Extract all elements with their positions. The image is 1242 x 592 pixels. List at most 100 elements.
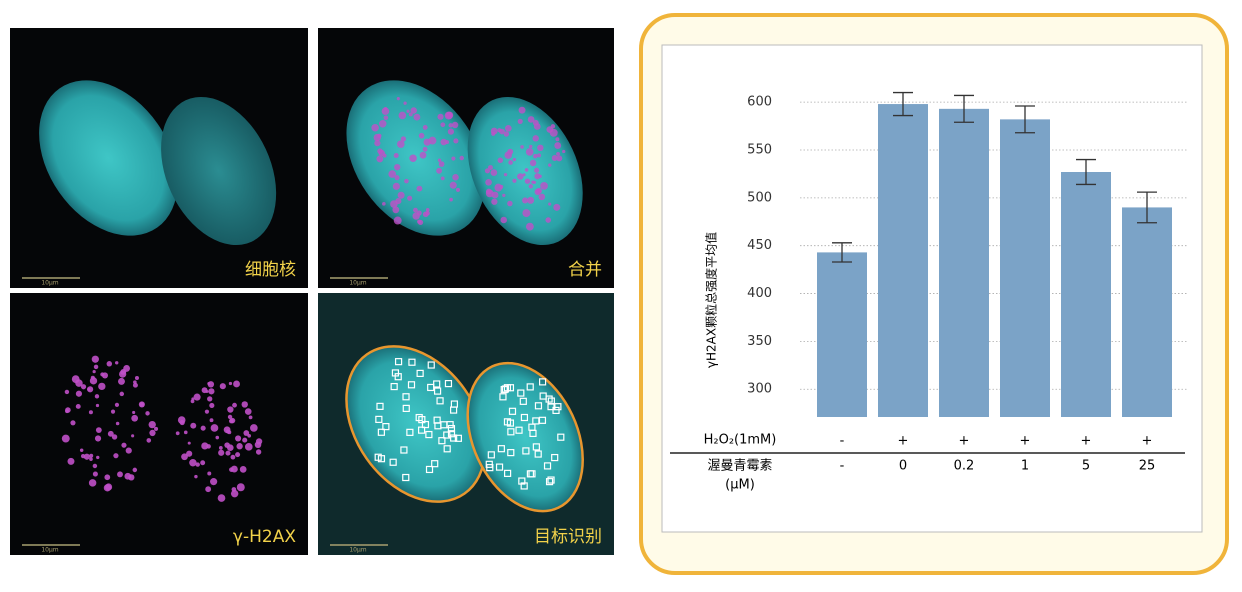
spot: [534, 167, 540, 173]
spot: [250, 424, 258, 432]
spot: [189, 459, 197, 467]
nucleus: [39, 80, 178, 236]
spot: [455, 187, 461, 192]
spot: [83, 453, 90, 460]
spot: [149, 429, 156, 437]
spot: [128, 474, 135, 481]
scale-label: 10μm: [41, 280, 58, 287]
spot: [94, 435, 102, 442]
spot: [536, 153, 542, 158]
panel-label: 细胞核: [245, 260, 296, 280]
spot: [230, 465, 238, 473]
spot: [449, 181, 457, 189]
x-tick-label: 5: [1082, 459, 1090, 474]
spot: [103, 484, 112, 492]
spot: [408, 112, 413, 117]
spot: [409, 154, 417, 163]
spot: [504, 124, 512, 132]
x-tick-label: 0: [899, 459, 907, 474]
spot: [104, 474, 111, 481]
bar: [1122, 207, 1172, 417]
spot: [531, 180, 535, 184]
spot: [397, 191, 405, 199]
spot: [95, 403, 100, 408]
spot: [107, 430, 114, 437]
spot: [416, 210, 422, 216]
spot: [255, 449, 262, 455]
spot: [228, 381, 233, 386]
spot: [459, 155, 464, 161]
spot: [235, 452, 241, 458]
spot: [101, 372, 109, 379]
spot: [533, 123, 541, 130]
spot: [522, 209, 531, 218]
spot: [417, 219, 422, 224]
bar: [817, 252, 867, 417]
spot: [487, 165, 493, 171]
spot: [114, 361, 119, 365]
spot: [239, 466, 247, 473]
spot: [529, 144, 533, 149]
spot: [88, 410, 93, 415]
spot: [95, 427, 102, 434]
spot: [90, 375, 95, 380]
spot: [208, 388, 215, 395]
spot: [497, 157, 504, 164]
spot-box: [450, 400, 458, 408]
spot: [241, 401, 248, 408]
spot: [485, 178, 492, 186]
row-label: H₂O₂(1mM): [704, 433, 777, 448]
spot: [537, 144, 544, 152]
spot: [133, 380, 137, 384]
spot: [79, 448, 84, 452]
error-bar-path: [954, 94, 974, 123]
y-tick-label: 300: [747, 382, 772, 397]
spot: [413, 113, 421, 121]
spot: [71, 375, 80, 383]
spot-box: [417, 426, 426, 434]
spot: [520, 145, 524, 149]
error-bar: [1137, 191, 1157, 224]
spot: [503, 172, 508, 177]
spot-box: [402, 404, 410, 413]
spot: [438, 161, 445, 167]
spot: [382, 202, 386, 206]
h2o2-label: +: [1142, 434, 1153, 449]
spot: [210, 424, 219, 432]
spot: [562, 149, 566, 154]
spot: [556, 151, 561, 156]
spot: [517, 173, 524, 180]
error-bar-path: [1015, 105, 1035, 134]
spot: [534, 173, 541, 180]
spot: [499, 184, 504, 189]
spot: [187, 441, 191, 445]
spot: [394, 175, 400, 181]
spot: [186, 450, 193, 457]
spot: [556, 155, 563, 162]
spot: [416, 185, 423, 192]
spot: [235, 435, 242, 442]
spot-box: [532, 443, 540, 451]
spot-box: [376, 402, 384, 410]
spot: [244, 408, 252, 415]
spot: [194, 474, 198, 479]
spot: [545, 217, 552, 223]
spot: [92, 463, 98, 469]
spot: [502, 193, 506, 197]
spot: [195, 462, 200, 467]
spot: [227, 406, 234, 413]
spot: [490, 127, 498, 135]
spot: [89, 457, 93, 461]
spot-box: [425, 430, 433, 439]
spot: [548, 202, 552, 206]
spot: [92, 369, 96, 374]
spot: [436, 167, 443, 174]
chart-frame: [661, 44, 1203, 533]
spot: [201, 442, 209, 450]
spot: [131, 434, 135, 438]
spot-box: [520, 482, 528, 490]
spot: [215, 435, 220, 440]
spot: [61, 434, 70, 443]
spot: [517, 118, 523, 124]
